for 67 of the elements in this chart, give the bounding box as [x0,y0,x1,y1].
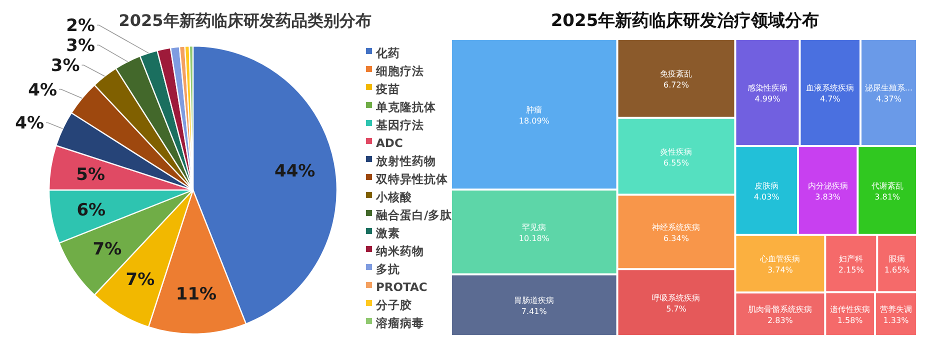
data-label: 6.34% [664,234,690,243]
category-label: 感染性疾病 [747,84,788,93]
category-label: 代谢紊乱 [870,181,904,190]
category-label: 眼病 [889,254,906,264]
legend-label: 基因疗法 [375,118,424,132]
data-label: 3.83% [815,192,841,202]
data-label: 6.72% [664,80,690,90]
category-label: 肿瘤 [526,105,542,114]
data-label: 5.7% [666,304,687,314]
data-label: 1.65% [884,266,910,275]
data-label: 3% [50,56,80,76]
category-label: 炎性疾病 [660,147,692,156]
legend-label: ADC [376,136,403,150]
data-label: 18.09% [518,116,550,126]
category-label: 遗传性疾病 [830,305,870,314]
legend-label: 小核酸 [375,190,413,204]
legend-label: 单克隆抗体 [375,100,437,114]
data-label: 2.15% [838,266,864,275]
data-label: 1.58% [837,316,864,326]
data-label: 5% [76,164,106,185]
legend-label: 纳米药物 [375,244,424,258]
legend-label: 细胞疗法 [375,64,424,78]
data-label: 4.7% [820,94,841,104]
legend-label: 分子胶 [375,298,412,312]
data-label: 4.37% [876,94,902,104]
legend-label: 疫苗 [375,82,400,96]
legend-label: 融合蛋白/多肽 [376,208,454,222]
data-label: 3.81% [874,192,900,202]
legend-label: 多抗 [376,262,400,276]
category-label: 免疫紊乱 [660,69,692,78]
category-label: 罕见病 [522,222,546,232]
data-label: 7% [92,239,122,260]
legend-label: 溶瘤病毒 [375,316,424,330]
category-label: 营养失调 [880,305,912,314]
legend-label: 双特异性抗体 [375,172,449,186]
category-label: 呼吸系统疾病 [652,294,700,303]
category-label: 心血管疾病 [759,254,800,264]
data-label: 11% [176,284,217,305]
category-label: 皮肤病 [754,181,779,190]
data-label: 7% [126,270,155,290]
text: 2025年新药临床研发治疗领域分布 [550,11,820,31]
data-label: 4.99% [754,94,781,104]
category-label: 肌肉骨骼系统疾病 [748,305,812,314]
category-label: 内分泌疾病 [808,181,848,190]
legend-label: 化药 [375,46,400,60]
category-label: 神经系统疾病 [652,222,700,232]
data-label: 4.03% [754,192,780,202]
data-label: 1.33% [883,316,910,326]
category-label: 胃肠道疾病 [514,296,554,306]
data-label: 2% [66,16,95,36]
data-label: 10.18% [518,234,550,243]
data-label: 6.55% [664,158,690,168]
legend-label: PROTAC [376,280,428,294]
data-label: 3% [66,36,95,56]
data-label: 44% [274,162,316,182]
category-label: 妇产科 [839,254,864,264]
data-label: 7.41% [521,307,548,316]
data-label: 3.74% [767,266,794,275]
category-label: 泌尿生殖系... [864,84,913,93]
category-label: 血液系统疾病 [806,84,854,93]
data-label: 6% [76,200,106,220]
data-label: 4% [15,114,44,134]
legend-label: 放射性药物 [375,154,436,168]
legend-label: 激素 [375,226,400,240]
chart-title: 2025年新药临床研发药品类别分布 [118,11,372,30]
data-label: 2.83% [767,316,794,326]
data-label: 4% [28,80,58,100]
